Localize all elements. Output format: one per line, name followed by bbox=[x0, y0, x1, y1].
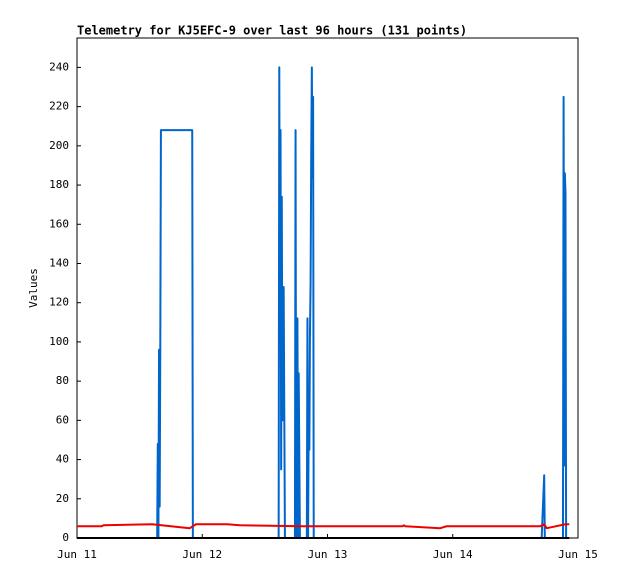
x-tick-label: Jun 13 bbox=[308, 548, 348, 561]
series-line bbox=[77, 66, 568, 539]
chart-title: Telemetry for KJ5EFC-9 over last 96 hour… bbox=[77, 24, 467, 38]
y-tick-label: 80 bbox=[56, 374, 69, 387]
x-tick-label: Jun 14 bbox=[433, 548, 473, 561]
y-tick-label: 40 bbox=[56, 453, 69, 466]
y-tick-label: 160 bbox=[49, 217, 69, 230]
x-tick-label: Jun 15 bbox=[558, 548, 598, 561]
x-tick-label: Jun 11 bbox=[57, 548, 97, 561]
x-tick-label: Jun 12 bbox=[182, 548, 222, 561]
y-tick-label: 220 bbox=[49, 100, 69, 113]
y-tick-label: 140 bbox=[49, 256, 69, 269]
y-tick-label: 240 bbox=[49, 60, 69, 73]
y-tick-label: 120 bbox=[49, 296, 69, 309]
y-axis-label: Values bbox=[27, 268, 40, 308]
y-tick-label: 0 bbox=[62, 531, 69, 544]
y-tick-label: 60 bbox=[56, 413, 69, 426]
y-tick-label: 180 bbox=[49, 178, 69, 191]
series-line bbox=[77, 523, 570, 530]
y-tick-label: 20 bbox=[56, 492, 69, 505]
y-tick-label: 100 bbox=[49, 335, 69, 348]
y-tick-label: 200 bbox=[49, 139, 69, 152]
